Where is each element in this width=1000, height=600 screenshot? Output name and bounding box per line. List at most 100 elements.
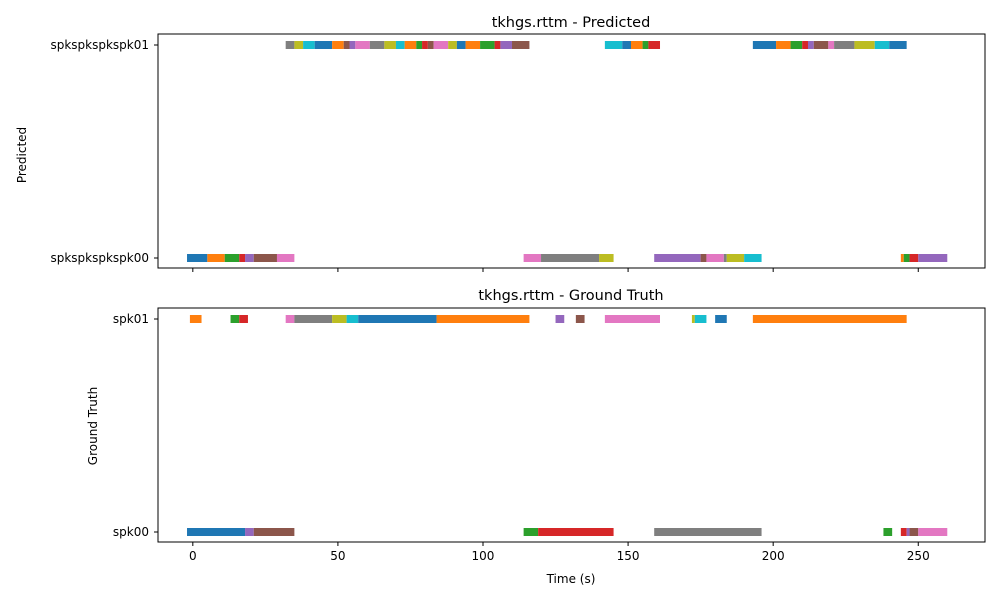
predicted-segment-35 [433,41,449,49]
predicted-segment-13 [723,254,727,262]
ground-truth-ytick-label-0: spk00 [113,525,149,539]
predicted-segment-23 [314,41,333,49]
ground-truth-xtick-label-1: 50 [330,549,345,563]
ground-truth-xticks: 0 50 100 150 200 250 [189,542,930,563]
ground-truth-panel: tkhgs.rttm - Ground Truth Ground Truth s… [86,288,986,586]
predicted-segment-5 [253,254,277,262]
predicted-segment-10 [654,254,701,262]
predicted-segment-47 [648,41,661,49]
predicted-segment-6 [276,254,295,262]
predicted-segment-19 [918,254,948,262]
predicted-segment-55 [834,41,855,49]
predicted-segment-21 [294,41,304,49]
ground-truth-segment-11 [189,315,202,323]
predicted-xticks [192,268,919,272]
predicted-segment-30 [395,41,405,49]
predicted-segments [187,41,948,262]
predicted-segment-3 [239,254,246,262]
ground-truth-segment-20 [555,315,565,323]
predicted-segment-29 [384,41,396,49]
predicted-segment-44 [622,41,631,49]
predicted-segment-53 [813,41,829,49]
ground-truth-segment-13 [239,315,248,323]
predicted-segment-0 [187,254,208,262]
ground-truth-ytick-label-1: spk01 [113,312,149,326]
ground-truth-segment-8 [906,528,910,536]
predicted-segment-33 [422,41,428,49]
predicted-segment-45 [630,41,643,49]
predicted-segment-28 [369,41,385,49]
predicted-segment-52 [807,41,814,49]
predicted-segment-31 [404,41,417,49]
predicted-segment-32 [416,41,423,49]
ground-truth-segment-21 [575,315,585,323]
ground-truth-segment-14 [285,315,295,323]
predicted-segment-34 [427,41,434,49]
predicted-segment-24 [332,41,344,49]
ground-truth-segment-9 [909,528,919,536]
predicted-segment-49 [776,41,791,49]
predicted-segment-9 [599,254,614,262]
predicted-segment-51 [802,41,808,49]
predicted-segment-40 [494,41,501,49]
predicted-axes-frame [157,33,986,269]
ground-truth-segment-10 [918,528,948,536]
predicted-panel: tkhgs.rttm - Predicted Predicted spkspks… [15,15,986,272]
predicted-segment-2 [224,254,240,262]
ground-truth-xlabel: Time (s) [546,572,596,586]
predicted-segment-46 [642,41,649,49]
ground-truth-ylabel: Ground Truth [86,387,100,465]
predicted-segment-20 [285,41,295,49]
predicted-segment-15 [744,254,762,262]
predicted-segment-41 [500,41,513,49]
ground-truth-title: tkhgs.rttm - Ground Truth [478,288,663,304]
ground-truth-segment-26 [752,315,907,323]
ground-truth-segment-19 [436,315,530,323]
ground-truth-segment-16 [332,315,347,323]
predicted-segment-50 [790,41,803,49]
predicted-segment-22 [303,41,315,49]
predicted-segment-38 [465,41,481,49]
predicted-segment-43 [604,41,623,49]
predicted-segment-26 [349,41,356,49]
ground-truth-segment-23 [691,315,695,323]
ground-truth-yticks: spk00 spk01 [113,312,158,539]
ground-truth-segment-12 [230,315,240,323]
ground-truth-segment-4 [538,528,614,536]
predicted-segment-8 [541,254,600,262]
predicted-segment-54 [828,41,835,49]
predicted-segment-37 [456,41,466,49]
predicted-segment-16 [900,254,904,262]
ground-truth-xtick-label-0: 0 [189,549,197,563]
predicted-segment-39 [480,41,495,49]
ground-truth-segment-15 [294,315,333,323]
ground-truth-segment-24 [694,315,707,323]
predicted-segment-7 [523,254,542,262]
predicted-segment-58 [889,41,907,49]
ground-truth-segment-6 [883,528,893,536]
ground-truth-segment-1 [245,528,254,536]
predicted-segment-1 [207,254,225,262]
predicted-segment-11 [700,254,707,262]
predicted-segment-42 [512,41,530,49]
ground-truth-segment-5 [654,528,762,536]
predicted-ytick-label-0: spkspkspkspk00 [50,251,149,265]
predicted-segment-57 [874,41,890,49]
predicted-segment-27 [355,41,370,49]
ground-truth-segment-17 [346,315,359,323]
predicted-segment-25 [343,41,350,49]
ground-truth-segment-18 [358,315,437,323]
predicted-title: tkhgs.rttm - Predicted [492,15,651,31]
predicted-segment-14 [726,254,745,262]
ground-truth-xtick-label-3: 150 [617,549,640,563]
predicted-segment-4 [245,254,254,262]
ground-truth-segment-0 [187,528,246,536]
predicted-segment-48 [752,41,777,49]
ground-truth-xtick-label-2: 100 [472,549,495,563]
predicted-yticks: spkspkspkspk00 spkspkspkspk01 [50,38,158,265]
ground-truth-segment-3 [523,528,539,536]
predicted-segment-12 [706,254,724,262]
ground-truth-segment-25 [715,315,727,323]
ground-truth-segment-22 [604,315,660,323]
